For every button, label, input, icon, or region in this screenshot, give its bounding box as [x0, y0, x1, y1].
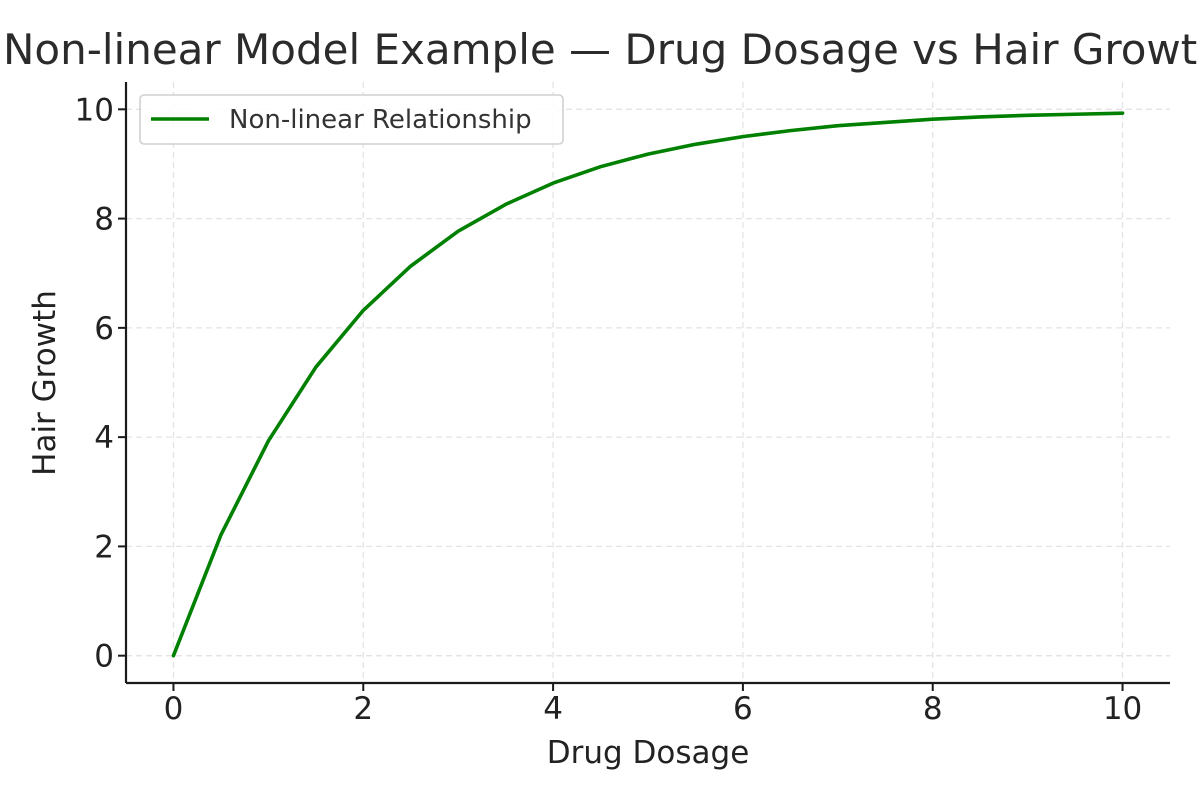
legend: Non-linear Relationship — [139, 94, 564, 145]
ticks: 0 2 4 6 8 10 0 2 4 6 8 10 — [75, 92, 1143, 727]
y-tick-label: 4 — [94, 420, 114, 456]
y-tick-label: 2 — [94, 529, 114, 565]
x-tick-label: 10 — [1103, 691, 1142, 727]
y-axis-label: Hair Growth — [27, 290, 63, 476]
x-tick-label: 8 — [923, 691, 943, 727]
y-tick-label: 0 — [94, 639, 114, 675]
chart-title: Non-linear Model Example — Drug Dosage v… — [3, 25, 1200, 74]
x-axis-label: Drug Dosage — [547, 735, 750, 771]
x-tick-label: 0 — [164, 691, 184, 727]
axes — [124, 82, 1170, 685]
x-tick-label: 6 — [733, 691, 753, 727]
grid — [126, 82, 1170, 683]
x-tick-label: 4 — [543, 691, 563, 727]
x-tick-label: 2 — [353, 691, 373, 727]
y-tick-label: 6 — [94, 311, 114, 347]
y-tick-label: 8 — [94, 202, 114, 238]
series-line — [171, 111, 1125, 658]
y-tick-label: 10 — [75, 92, 114, 128]
legend-label: Non-linear Relationship — [229, 105, 532, 135]
series-layer — [171, 111, 1125, 658]
legend-box — [139, 94, 564, 145]
